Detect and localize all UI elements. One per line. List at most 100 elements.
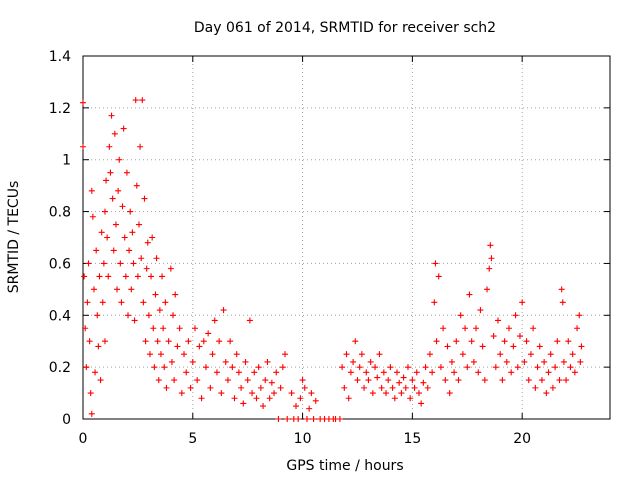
data-point xyxy=(213,369,220,376)
y-tick-label: 0.2 xyxy=(49,360,71,376)
data-point xyxy=(559,299,566,306)
data-point xyxy=(527,351,534,358)
data-point xyxy=(198,395,205,402)
data-point xyxy=(288,390,295,397)
data-point xyxy=(154,338,161,345)
data-point xyxy=(152,291,159,298)
data-point xyxy=(404,364,411,371)
data-point xyxy=(339,364,346,371)
data-point xyxy=(105,273,112,280)
data-point xyxy=(490,333,497,340)
data-point xyxy=(264,358,271,365)
data-point xyxy=(363,369,370,376)
data-point xyxy=(95,343,102,350)
data-point xyxy=(83,364,90,371)
data-point xyxy=(277,384,284,391)
data-point xyxy=(499,377,506,384)
data-point xyxy=(512,312,519,319)
data-point xyxy=(233,351,240,358)
y-tick-label: 0.4 xyxy=(49,308,71,324)
data-point xyxy=(361,384,368,391)
data-point xyxy=(106,143,113,150)
data-point xyxy=(87,390,94,397)
y-tick-label: 0 xyxy=(62,412,71,428)
data-point xyxy=(464,364,471,371)
data-point xyxy=(157,351,164,358)
data-point xyxy=(235,369,242,376)
data-point xyxy=(470,358,477,365)
data-point xyxy=(523,338,530,345)
data-point xyxy=(433,338,440,345)
data-point xyxy=(394,369,401,376)
data-point xyxy=(486,265,493,272)
data-point xyxy=(202,364,209,371)
data-point xyxy=(396,379,403,386)
data-point xyxy=(345,395,352,402)
data-point xyxy=(196,343,203,350)
data-point xyxy=(429,369,436,376)
data-point xyxy=(137,143,144,150)
data-point xyxy=(121,234,128,241)
data-point xyxy=(418,400,425,407)
data-point xyxy=(129,229,136,236)
data-point xyxy=(481,377,488,384)
data-point xyxy=(115,187,122,194)
data-point xyxy=(153,255,160,262)
data-point xyxy=(85,260,92,267)
data-point xyxy=(151,364,158,371)
data-point xyxy=(459,351,466,358)
data-point xyxy=(89,213,96,220)
data-point xyxy=(402,384,409,391)
data-point xyxy=(160,325,167,332)
data-point xyxy=(123,169,130,176)
data-point xyxy=(545,369,552,376)
data-point xyxy=(389,384,396,391)
data-point xyxy=(391,395,398,402)
data-point xyxy=(451,369,458,376)
data-point xyxy=(411,384,418,391)
data-point xyxy=(246,317,253,324)
data-point xyxy=(86,338,93,345)
data-point xyxy=(479,343,486,350)
data-point xyxy=(516,333,523,340)
data-point xyxy=(440,325,447,332)
data-point xyxy=(312,397,319,404)
data-point xyxy=(350,358,357,365)
data-point xyxy=(358,351,365,358)
data-point xyxy=(238,384,245,391)
data-point xyxy=(347,369,354,376)
data-point xyxy=(563,377,570,384)
data-point xyxy=(207,384,214,391)
data-point xyxy=(126,247,133,254)
data-point xyxy=(92,369,99,376)
data-point xyxy=(556,377,563,384)
data-point xyxy=(82,325,89,332)
data-point xyxy=(156,307,163,314)
data-point xyxy=(400,374,407,381)
data-point xyxy=(299,377,306,384)
data-point xyxy=(103,177,110,184)
data-point xyxy=(541,358,548,365)
data-point xyxy=(111,130,118,137)
data-point xyxy=(163,384,170,391)
data-point xyxy=(183,369,190,376)
y-tick-label: 1.2 xyxy=(49,101,71,117)
data-point xyxy=(218,390,225,397)
data-point xyxy=(200,338,207,345)
data-point xyxy=(284,416,291,422)
data-point xyxy=(249,390,256,397)
data-point xyxy=(187,384,194,391)
plot-frame xyxy=(82,55,611,420)
data-point xyxy=(297,395,304,402)
data-point xyxy=(279,364,286,371)
data-points xyxy=(80,97,585,422)
data-point xyxy=(488,255,495,262)
data-point xyxy=(432,260,439,267)
data-point xyxy=(532,384,539,391)
data-point xyxy=(118,299,125,306)
data-point xyxy=(134,273,141,280)
data-point xyxy=(185,338,192,345)
data-point xyxy=(495,317,502,324)
data-point xyxy=(222,358,229,365)
data-point xyxy=(141,195,148,202)
